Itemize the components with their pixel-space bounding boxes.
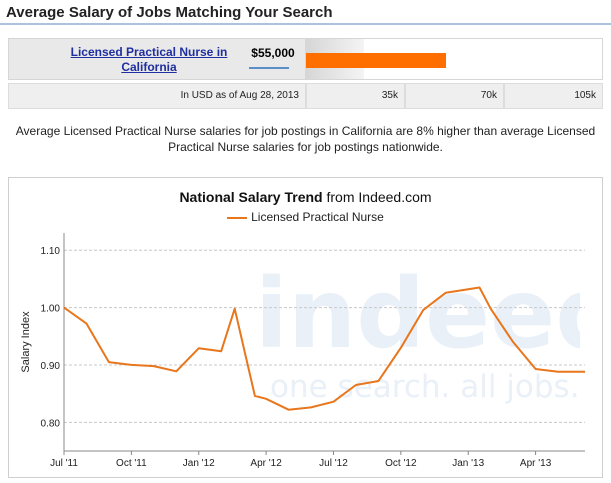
x-tick-label: Jan '13: [452, 458, 484, 469]
y-tick-label: 0.90: [41, 361, 61, 372]
chart-title: National Salary Trend from Indeed.com: [0, 189, 611, 205]
y-axis-label: Salary Index: [20, 311, 32, 373]
indeed-watermark: indeed one search. all jobs.: [255, 262, 580, 405]
salary-table: Licensed Practical Nurse in California $…: [8, 38, 603, 109]
job-title-line1: Licensed Practical Nurse in: [70, 45, 228, 59]
section-title: Average Salary of Jobs Matching Your Sea…: [6, 4, 333, 21]
x-tick-label: Oct '11: [116, 458, 147, 469]
chart-legend[interactable]: Licensed Practical Nurse: [0, 210, 611, 224]
job-cell: Licensed Practical Nurse in California $…: [8, 38, 306, 80]
x-tick-label: Jul '12: [319, 458, 348, 469]
scale-note: In USD as of Aug 28, 2013: [8, 83, 306, 109]
salary-bar: [306, 53, 446, 68]
salary-value: $55,000: [251, 46, 295, 60]
scale-tick-35k: 35k: [306, 83, 405, 109]
chart-title-rest: from Indeed.com: [322, 189, 432, 205]
scale-row: In USD as of Aug 28, 2013 35k 70k 105k: [8, 83, 603, 109]
y-tick-label: 1.10: [41, 246, 61, 257]
x-tick-label: Jul '11: [50, 458, 78, 469]
legend-swatch: [227, 216, 248, 219]
job-title-link[interactable]: Licensed Practical Nurse in California: [69, 45, 229, 75]
scale-tick-105k: 105k: [504, 83, 603, 109]
legend-label: Licensed Practical Nurse: [251, 210, 384, 224]
job-title-line2: California: [121, 60, 177, 74]
x-tick-label: Apr '13: [520, 458, 552, 469]
salary-comparison-text: Average Licensed Practical Nurse salarie…: [15, 124, 596, 154]
scale-tick-70k: 70k: [405, 83, 504, 109]
title-divider: [0, 23, 611, 25]
salary-marker: [249, 67, 289, 69]
watermark-brand: indeed: [255, 262, 580, 370]
salary-row: Licensed Practical Nurse in California $…: [8, 38, 603, 80]
x-tick-label: Jan '12: [183, 458, 215, 469]
series-line-licensed-practical-nurse: [63, 286, 585, 411]
chart-title-bold: National Salary Trend: [179, 189, 323, 205]
y-tick-label: 1.00: [41, 304, 61, 315]
y-tick-label: 0.80: [41, 418, 61, 429]
watermark-tagline: one search. all jobs.: [270, 369, 580, 405]
salary-bar-cell: [306, 38, 603, 80]
x-tick-label: Oct '12: [385, 458, 417, 469]
x-tick-label: Apr '12: [250, 458, 282, 469]
